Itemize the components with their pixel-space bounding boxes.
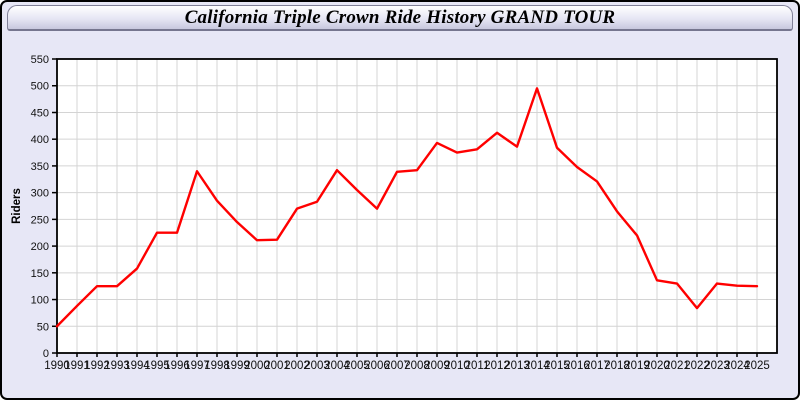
svg-text:2016: 2016 — [564, 360, 590, 372]
svg-text:1995: 1995 — [144, 360, 170, 372]
svg-text:2005: 2005 — [344, 360, 370, 372]
svg-text:1993: 1993 — [104, 360, 130, 372]
svg-text:1997: 1997 — [184, 360, 210, 372]
svg-text:1991: 1991 — [64, 360, 90, 372]
svg-text:2013: 2013 — [504, 360, 530, 372]
svg-text:2012: 2012 — [484, 360, 510, 372]
svg-text:2014: 2014 — [524, 360, 550, 372]
svg-text:2008: 2008 — [404, 360, 430, 372]
svg-text:2021: 2021 — [664, 360, 690, 372]
svg-text:Riders: Riders — [11, 188, 23, 224]
svg-text:2002: 2002 — [284, 360, 310, 372]
svg-text:2000: 2000 — [244, 360, 270, 372]
svg-text:2010: 2010 — [444, 360, 470, 372]
svg-text:2024: 2024 — [724, 360, 750, 372]
svg-text:400: 400 — [31, 134, 49, 146]
svg-text:250: 250 — [31, 214, 49, 226]
svg-text:500: 500 — [31, 81, 49, 93]
svg-text:2025: 2025 — [744, 360, 770, 372]
svg-text:2009: 2009 — [424, 360, 450, 372]
svg-text:1994: 1994 — [124, 360, 150, 372]
svg-text:2011: 2011 — [465, 360, 490, 372]
svg-text:100: 100 — [31, 295, 49, 307]
svg-text:2015: 2015 — [544, 360, 570, 372]
svg-text:2020: 2020 — [644, 360, 670, 372]
svg-text:2003: 2003 — [304, 360, 330, 372]
chart-title: California Triple Crown Ride History GRA… — [184, 7, 616, 28]
svg-text:2007: 2007 — [384, 360, 410, 372]
svg-text:2017: 2017 — [584, 360, 610, 372]
svg-text:2004: 2004 — [324, 360, 350, 372]
svg-text:1990: 1990 — [44, 360, 70, 372]
svg-text:1996: 1996 — [164, 360, 190, 372]
svg-text:350: 350 — [31, 161, 49, 173]
svg-text:2018: 2018 — [604, 360, 630, 372]
svg-text:1998: 1998 — [204, 360, 230, 372]
svg-text:200: 200 — [31, 241, 49, 253]
svg-text:150: 150 — [31, 268, 49, 280]
svg-text:550: 550 — [31, 54, 49, 66]
svg-text:2001: 2001 — [264, 360, 290, 372]
svg-text:450: 450 — [31, 107, 49, 119]
svg-text:50: 50 — [37, 321, 49, 333]
svg-text:1992: 1992 — [84, 360, 110, 372]
svg-text:2006: 2006 — [364, 360, 390, 372]
svg-text:2022: 2022 — [684, 360, 710, 372]
chart-title-bar: California Triple Crown Ride History GRA… — [7, 5, 793, 31]
svg-text:0: 0 — [43, 348, 49, 360]
svg-text:1999: 1999 — [224, 360, 250, 372]
svg-text:300: 300 — [31, 188, 49, 200]
svg-text:2023: 2023 — [704, 360, 730, 372]
svg-text:2019: 2019 — [624, 360, 650, 372]
